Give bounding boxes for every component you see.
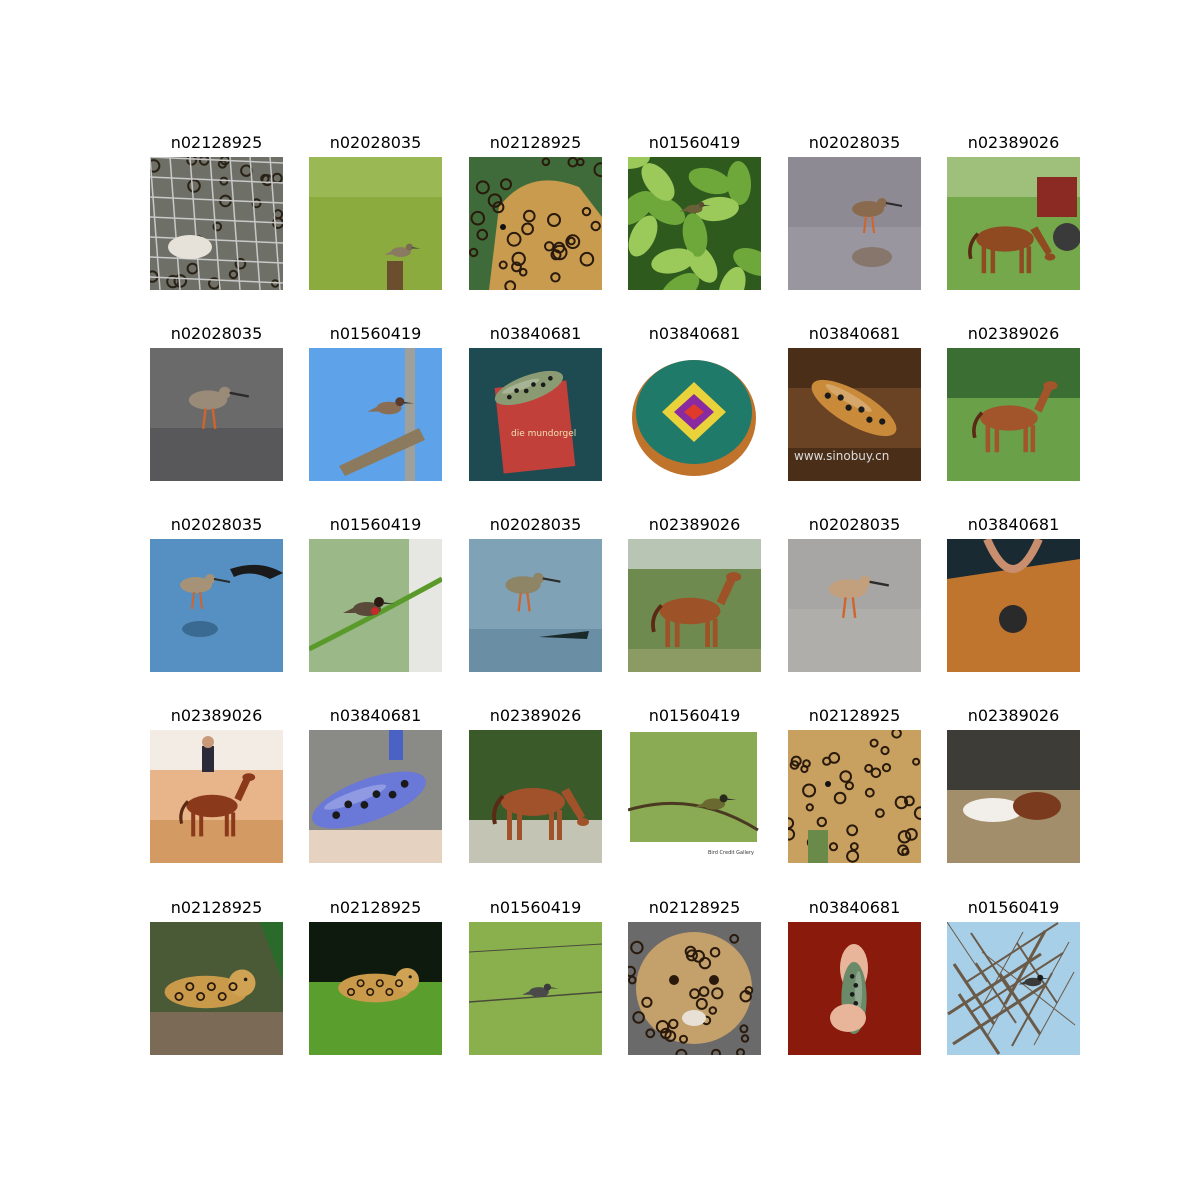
grid-cell: n01560419 Bird Credit Gallery	[628, 704, 761, 864]
grid-cell: n02028035	[150, 322, 283, 482]
cell-image	[788, 157, 921, 290]
cell-image	[788, 922, 921, 1055]
watermark-text: www.sinobuy.cn	[794, 449, 889, 463]
cell-label: n02028035	[170, 324, 263, 343]
grid-cell: n02389026	[947, 131, 1080, 291]
grid-cell: n02128925	[309, 896, 442, 1056]
cell-label: n03840681	[648, 324, 741, 343]
cell-image	[150, 922, 283, 1055]
cell-label: n01560419	[967, 898, 1060, 917]
cell-label: n02128925	[170, 898, 263, 917]
cell-image	[309, 539, 442, 672]
grid-cell: n03840681	[788, 896, 921, 1056]
cell-image	[309, 922, 442, 1055]
grid-cell: n02128925	[469, 131, 602, 291]
grid-cell: n02128925	[628, 896, 761, 1056]
cell-label: n02389026	[967, 133, 1060, 152]
grid-cell: n01560419	[309, 513, 442, 673]
cell-image	[150, 730, 283, 863]
cell-label: n03840681	[489, 324, 582, 343]
cell-label: n01560419	[489, 898, 582, 917]
grid-cell: n03840681 die mundorgel	[469, 322, 602, 482]
cell-label: n02389026	[967, 324, 1060, 343]
cell-image: www.sinobuy.cn	[788, 348, 921, 481]
cell-label: n01560419	[648, 706, 741, 725]
grid-cell: n02028035	[309, 131, 442, 291]
cell-label: n02028035	[808, 515, 901, 534]
cell-label: n02128925	[489, 133, 582, 152]
cell-image	[309, 730, 442, 863]
grid-cell: n01560419	[628, 131, 761, 291]
cell-image	[309, 157, 442, 290]
cell-image	[469, 539, 602, 672]
cell-label: n02028035	[329, 133, 422, 152]
cell-image	[947, 157, 1080, 290]
grid-cell: n01560419	[309, 322, 442, 482]
cell-label: n02128925	[808, 706, 901, 725]
cell-image	[947, 922, 1080, 1055]
cell-label: n03840681	[967, 515, 1060, 534]
grid-cell: n02389026	[947, 322, 1080, 482]
grid-cell: n02028035	[788, 513, 921, 673]
book-text: die mundorgel	[511, 429, 576, 439]
cell-label: n02028035	[808, 133, 901, 152]
grid-cell: n02389026	[947, 704, 1080, 864]
grid-cell: n03840681	[628, 322, 761, 482]
grid-cell: n02389026	[469, 704, 602, 864]
cell-label: n03840681	[808, 324, 901, 343]
cell-label: n01560419	[648, 133, 741, 152]
cell-label: n02128925	[170, 133, 263, 152]
cell-image	[150, 157, 283, 290]
cell-image	[628, 157, 761, 290]
cell-label: n02389026	[967, 706, 1060, 725]
cell-image: die mundorgel	[469, 348, 602, 481]
cell-label: n02389026	[489, 706, 582, 725]
cell-label: n02128925	[329, 898, 422, 917]
grid-cell: n02028035	[469, 513, 602, 673]
cell-label: n02028035	[170, 515, 263, 534]
cell-image	[309, 348, 442, 481]
cell-image	[469, 157, 602, 290]
cell-image: Bird Credit Gallery	[628, 730, 761, 863]
grid-cell: n02128925	[150, 131, 283, 291]
grid-cell: n03840681	[947, 513, 1080, 673]
signature-text: Bird Credit Gallery	[708, 850, 754, 856]
grid-cell: n02389026	[150, 704, 283, 864]
cell-image	[469, 922, 602, 1055]
cell-label: n02389026	[170, 706, 263, 725]
grid-cell: n01560419	[947, 896, 1080, 1056]
cell-image	[150, 348, 283, 481]
cell-image	[469, 730, 602, 863]
grid-cell: n02028035	[150, 513, 283, 673]
cell-image	[947, 730, 1080, 863]
cell-label: n03840681	[808, 898, 901, 917]
grid-cell: n02389026	[628, 513, 761, 673]
cell-label: n02128925	[648, 898, 741, 917]
cell-image	[788, 730, 921, 863]
cell-image	[628, 348, 761, 481]
cell-label: n02028035	[489, 515, 582, 534]
cell-image	[947, 348, 1080, 481]
cell-image	[788, 539, 921, 672]
cell-label: n02389026	[648, 515, 741, 534]
grid-cell: n02128925	[788, 704, 921, 864]
cell-image	[150, 539, 283, 672]
grid-cell: n02028035	[788, 131, 921, 291]
cell-image	[628, 539, 761, 672]
cell-label: n03840681	[329, 706, 422, 725]
grid-cell: n03840681 www.sinobuy.cn	[788, 322, 921, 482]
cell-image	[947, 539, 1080, 672]
grid-cell: n03840681	[309, 704, 442, 864]
cell-image	[628, 922, 761, 1055]
grid-cell: n01560419	[469, 896, 602, 1056]
grid-cell: n02128925	[150, 896, 283, 1056]
cell-label: n01560419	[329, 324, 422, 343]
cell-label: n01560419	[329, 515, 422, 534]
